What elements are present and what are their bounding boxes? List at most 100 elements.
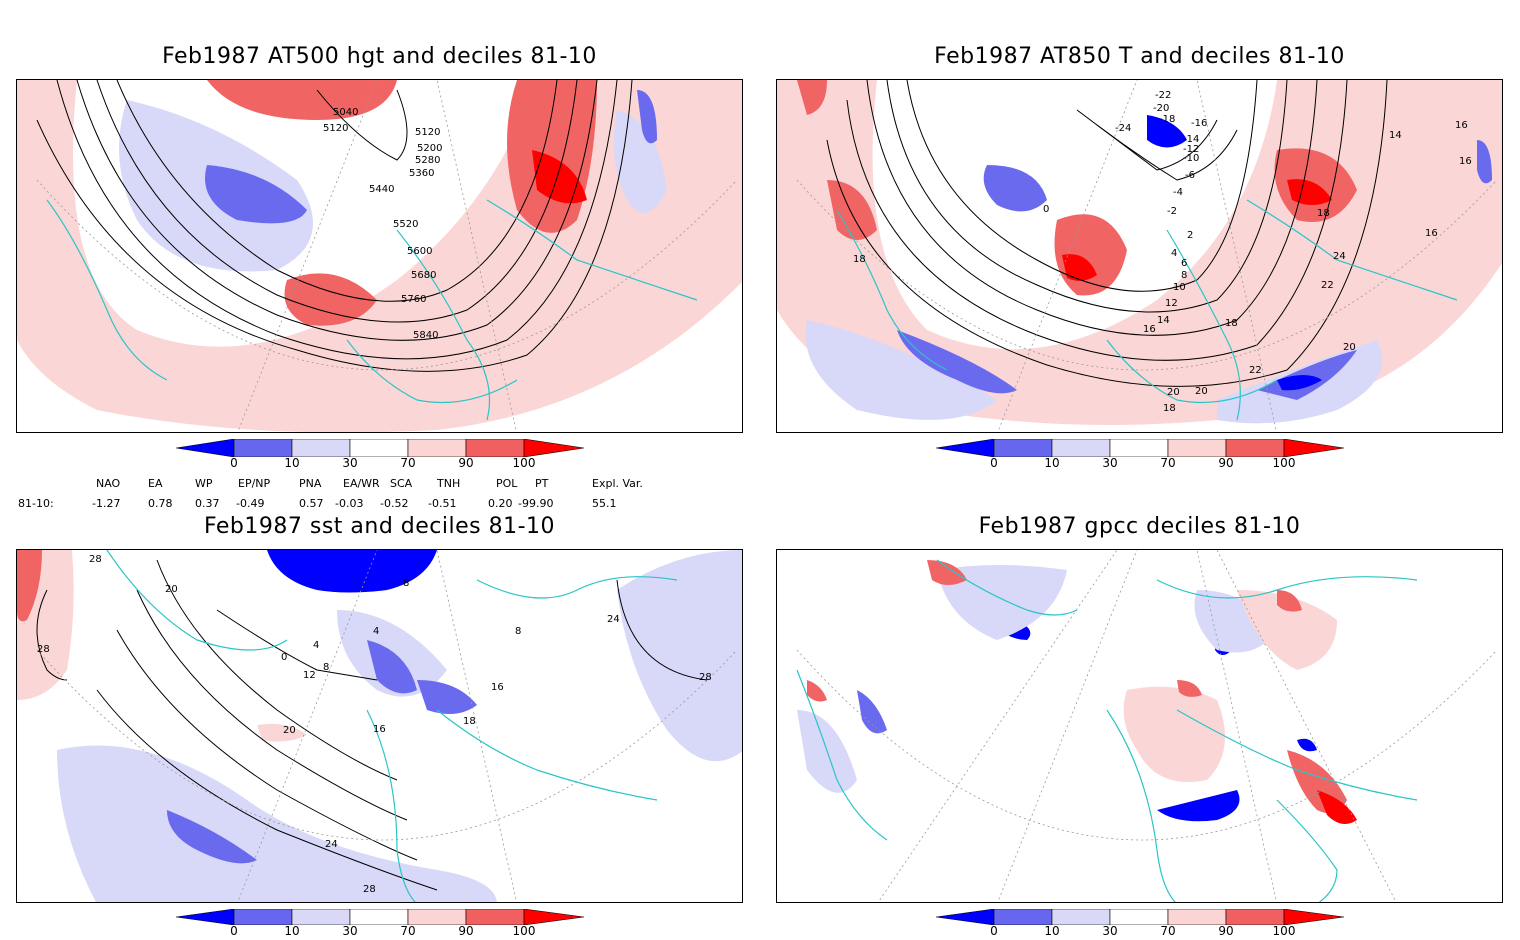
contour-label: 12 — [1165, 298, 1178, 309]
shade-mid-neg-ne — [1477, 140, 1492, 184]
coastline — [1176, 709, 1418, 801]
contour-line — [136, 589, 408, 821]
coastline — [1106, 339, 1278, 404]
contour-label: 20 — [1167, 387, 1180, 398]
graticule-line — [36, 179, 738, 371]
precip-mid-pos — [927, 560, 967, 585]
coastline — [46, 199, 168, 381]
shade-strong-pos-east — [532, 150, 587, 204]
index-header: EA/WR — [343, 477, 380, 490]
shade-strong-neg-se — [1277, 375, 1322, 391]
contour-label: -16 — [1191, 118, 1207, 129]
cbar-tick-label: 30 — [342, 924, 358, 938]
contour-line — [36, 589, 68, 681]
contour-label: -14 — [1183, 134, 1199, 145]
precip-weak-neg — [1194, 590, 1277, 653]
map-gpcc — [776, 549, 1503, 903]
cbar-tick-label: 90 — [1218, 456, 1234, 470]
shade-mid-pos-west — [17, 550, 42, 622]
contour-label: -18 — [1159, 114, 1175, 125]
colorbar-gpcc-svg — [935, 908, 1345, 926]
shade-mid-pos-nw — [797, 80, 827, 115]
index-value: -0.03 — [335, 497, 364, 510]
cbar-tick-label: 100 — [1272, 924, 1296, 938]
contour-line — [76, 80, 598, 341]
index-header: NAO — [96, 477, 121, 490]
cbar-tick-label: 10 — [1044, 924, 1060, 938]
contour-label: 20 — [165, 584, 178, 595]
cbar-tick-label: 0 — [230, 924, 238, 938]
cbar-seg-mid-pos — [465, 438, 525, 458]
cbar-seg-neutral — [1109, 438, 1169, 458]
index-header: PT — [535, 477, 549, 490]
cbar-tick-label: 100 — [512, 456, 536, 470]
contour-line — [56, 80, 618, 360]
contour-label: 4 — [1171, 248, 1177, 259]
contour-label: -12 — [1183, 144, 1199, 155]
contour-label: 16 — [1425, 228, 1438, 239]
contour-label: 5360 — [409, 168, 434, 179]
coastline — [1106, 709, 1176, 902]
shade-weak-neg-sw — [805, 320, 997, 420]
graticule-line — [1196, 80, 1277, 432]
colorbar-sst-svg — [175, 908, 585, 926]
graticule-line — [1216, 550, 1397, 902]
contour-label: 20 — [283, 725, 296, 736]
index-table: NAO EA WP EP/NP PNA EA/WR SCA TNH POL PT… — [18, 474, 718, 514]
graticule-line — [436, 80, 517, 432]
graticule-line — [237, 80, 378, 432]
shade-mid-pos-top — [207, 80, 397, 120]
precip-weak-pos — [1123, 686, 1225, 782]
cbar-seg-mid-pos — [465, 908, 525, 926]
cbar-seg-mid-pos — [1225, 438, 1285, 458]
precip-blobs — [797, 560, 1357, 824]
cbar-seg-mid-neg — [993, 438, 1053, 458]
contour-label: 24 — [1333, 251, 1346, 262]
contour-label: 24 — [325, 839, 338, 850]
contour-label: 5840 — [413, 330, 438, 341]
index-value: 0.78 — [148, 497, 173, 510]
graticule-line — [1196, 550, 1277, 902]
cbar-tick-label: 90 — [458, 924, 474, 938]
contour-label: 5680 — [411, 270, 436, 281]
precip-mid-neg — [857, 690, 887, 734]
shade-weak-pos-center — [257, 723, 307, 742]
contour-label: -2 — [1167, 206, 1177, 217]
contour-label: 16 — [373, 724, 386, 735]
graticule-line — [997, 80, 1138, 432]
cbar-seg-strong-neg — [175, 908, 235, 926]
contour-label: 14 — [1157, 315, 1170, 326]
cbar-seg-neutral — [1109, 908, 1169, 926]
cbar-tick-label: 90 — [1218, 924, 1234, 938]
cbar-tick-label: 0 — [990, 924, 998, 938]
coastline — [106, 550, 288, 651]
shade-mid-neg-mid — [367, 640, 417, 694]
contour-label: 28 — [699, 672, 712, 683]
cbar-seg-weak-pos — [407, 438, 467, 458]
colorbar-hgt500: 0 10 30 70 90 100 — [175, 438, 586, 475]
contour-label: 5520 — [393, 219, 418, 230]
shade-weak-neg-east — [617, 550, 742, 762]
cbar-tick-label: 70 — [400, 924, 416, 938]
contour-line — [846, 80, 1348, 361]
coastline — [1246, 199, 1458, 301]
index-value: -0.51 — [428, 497, 457, 510]
contour-label: 22 — [1321, 280, 1334, 291]
contour-label: 5120 — [323, 123, 348, 134]
contour-label: 16 — [1143, 324, 1156, 335]
contour-label: 28 — [363, 884, 376, 895]
colorbar-t850-svg — [935, 438, 1345, 458]
cbar-seg-weak-neg — [291, 438, 351, 458]
index-value: 0.57 — [299, 497, 324, 510]
contour-line — [156, 559, 398, 781]
coastline — [1276, 799, 1338, 902]
contour-label: 18 — [463, 716, 476, 727]
contour-line — [116, 629, 418, 861]
contour-line — [316, 89, 408, 161]
contour-label: -4 — [1173, 187, 1183, 198]
index-header: Expl. Var. — [592, 477, 643, 490]
contour-label: -20 — [1153, 103, 1169, 114]
contour-label: 18 — [1317, 208, 1330, 219]
coastline — [1166, 229, 1241, 421]
map-gpcc-svg — [796, 550, 1498, 902]
